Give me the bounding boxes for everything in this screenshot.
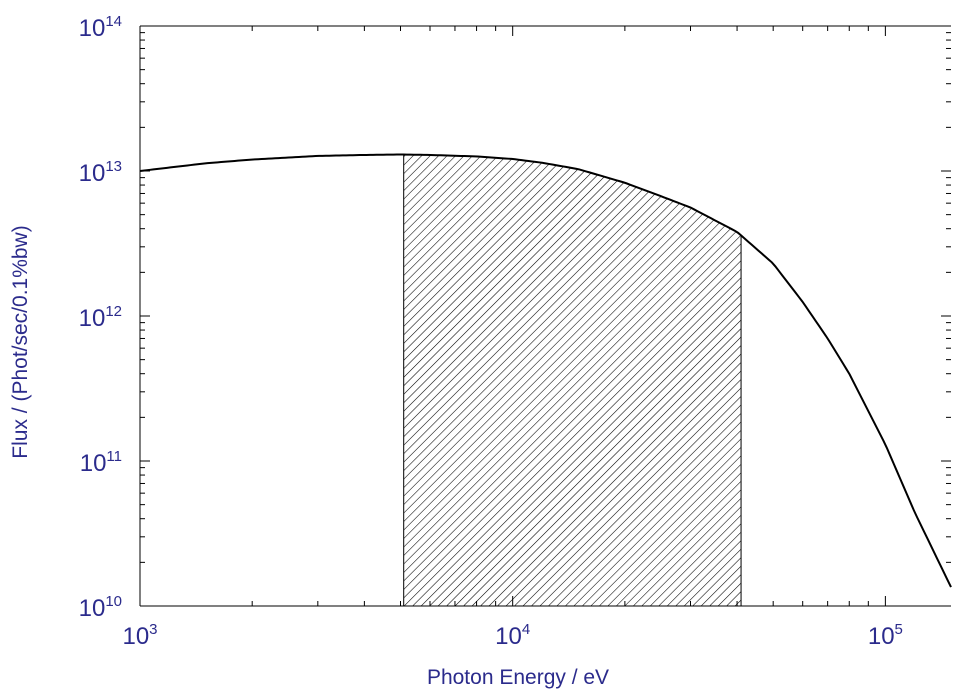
shaded-region <box>403 154 742 607</box>
x-tick-label: 103 <box>122 621 157 650</box>
y-tick-label: 1010 <box>79 593 122 622</box>
flux-curve <box>139 153 952 588</box>
x-tick-label: 105 <box>868 621 903 650</box>
y-tick-label: 1014 <box>79 13 122 42</box>
x-tick-label: 104 <box>495 621 530 650</box>
y-tick-label: 1011 <box>80 448 122 477</box>
x-axis-label: Photon Energy / eV <box>427 666 609 689</box>
y-axis-label: Flux / (Phot/sec/0.1%bw) <box>9 225 32 458</box>
y-tick-label: 1012 <box>79 303 122 332</box>
y-tick-label: 1013 <box>79 158 122 187</box>
